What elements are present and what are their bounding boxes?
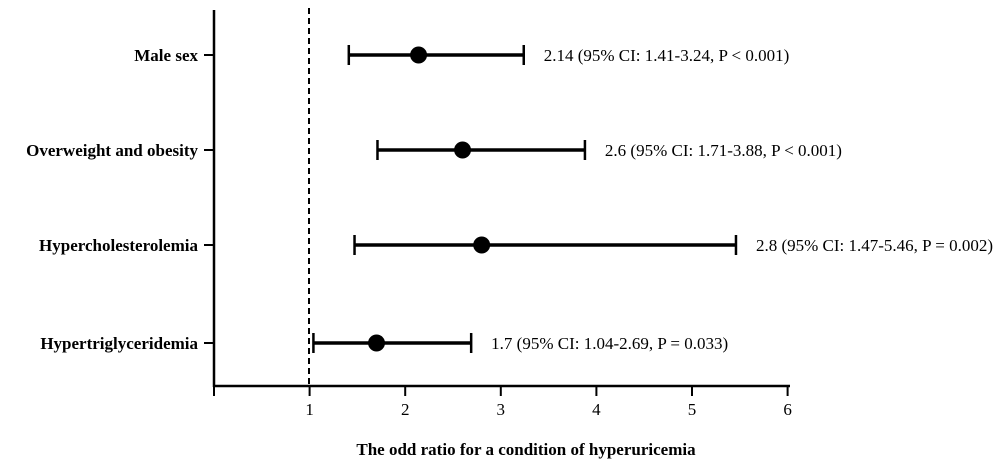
forest-row: Hypercholesterolemia 2.8 (95% CI: 1.47-5.… — [39, 235, 993, 255]
odds-ratio-point — [368, 334, 386, 352]
row-annotation: 2.8 (95% CI: 1.47-5.46, P = 0.002) — [756, 236, 993, 255]
forest-row: Hypertriglyceridemia 1.7 (95% CI: 1.04-2.… — [40, 333, 728, 353]
x-tick-label: 1 — [305, 400, 314, 419]
row-label: Overweight and obesity — [26, 141, 198, 160]
x-tick-label: 4 — [592, 400, 601, 419]
x-tick-label: 2 — [401, 400, 410, 419]
odds-ratio-point — [473, 236, 491, 254]
x-ticks: 1 2 3 4 5 6 — [213, 386, 792, 419]
odds-ratio-point — [454, 141, 472, 159]
x-tick-label: 5 — [688, 400, 697, 419]
forest-row: Male sex 2.14 (95% CI: 1.41-3.24, P < 0.0… — [134, 45, 789, 65]
row-label: Male sex — [134, 46, 198, 65]
x-axis-title: The odd ratio for a condition of hyperur… — [356, 440, 696, 459]
forest-row: Overweight and obesity 2.6 (95% CI: 1.71-… — [26, 140, 842, 160]
odds-ratio-point — [410, 46, 428, 64]
row-annotation: 2.6 (95% CI: 1.71-3.88, P < 0.001) — [605, 141, 842, 160]
row-annotation: 1.7 (95% CI: 1.04-2.69, P = 0.033) — [491, 334, 728, 353]
x-tick-label: 3 — [497, 400, 506, 419]
row-label: Hypercholesterolemia — [39, 236, 198, 255]
row-label: Hypertriglyceridemia — [40, 334, 198, 353]
row-annotation: 2.14 (95% CI: 1.41-3.24, P < 0.001) — [544, 46, 790, 65]
x-tick-label: 6 — [783, 400, 792, 419]
forest-rows: Male sex 2.14 (95% CI: 1.41-3.24, P < 0.0… — [26, 45, 993, 353]
